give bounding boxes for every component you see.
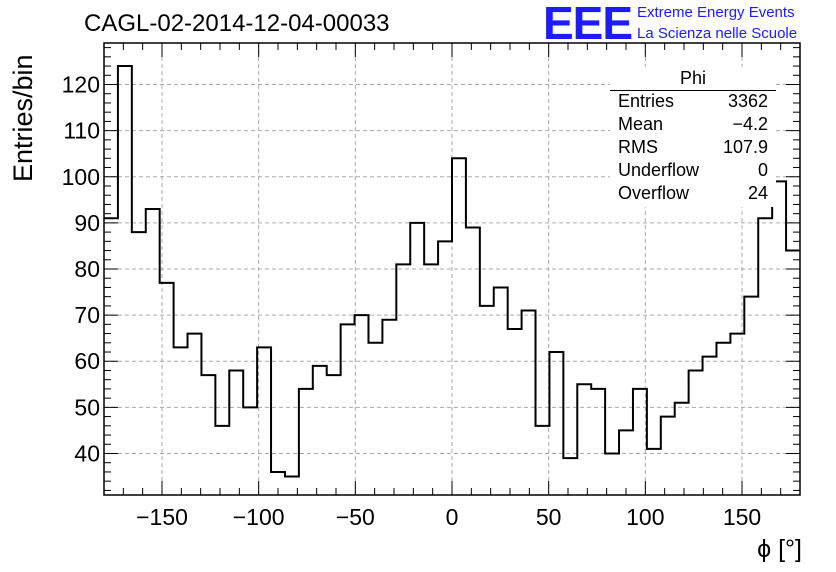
y-tick-label: 100 — [62, 164, 100, 190]
stats-value: 24 — [747, 183, 768, 203]
stats-title: Phi — [610, 68, 776, 91]
y-tick-label: 90 — [74, 210, 100, 236]
logo-line-2: La Scienza nelle Scuole — [637, 25, 798, 42]
chart-title: CAGL-02-2014-12-04-00033 — [84, 10, 390, 37]
stats-label: Underflow — [618, 160, 700, 180]
y-tick-label: 110 — [63, 118, 100, 144]
stats-value: 0 — [757, 160, 768, 180]
x-tick-label: 150 — [723, 504, 761, 530]
x-tick-label: 50 — [536, 504, 562, 530]
stats-label: RMS — [618, 137, 658, 157]
stats-row-mean: Mean −4.2 — [610, 114, 776, 137]
y-tick-label: 40 — [74, 440, 100, 466]
x-axis-label: ϕ [°] — [757, 535, 802, 563]
stats-row-underflow: Underflow 0 — [610, 160, 776, 183]
logo-line-1: Extreme Energy Events — [637, 4, 795, 21]
stats-value: 3362 — [727, 91, 768, 111]
y-tick-label: 120 — [62, 72, 100, 98]
y-tick-label: 70 — [74, 302, 100, 328]
plot-frame — [103, 42, 801, 496]
stats-row-overflow: Overflow 24 — [610, 183, 776, 206]
eee-logo: EEE — [543, 0, 633, 49]
y-tick-label: 60 — [74, 348, 100, 374]
x-tick-label: −50 — [336, 504, 375, 530]
stats-label: Mean — [618, 114, 664, 134]
stats-label: Entries — [618, 91, 675, 111]
stats-label: Overflow — [618, 183, 690, 203]
x-tick-label: 0 — [446, 504, 459, 530]
x-tick-label: 100 — [626, 504, 664, 530]
stats-value: 107.9 — [722, 137, 768, 157]
histogram-series-line — [104, 65, 800, 478]
y-tick-label: 50 — [74, 394, 100, 420]
y-axis-label: Entries/bin — [8, 54, 38, 182]
x-tick-label: −150 — [136, 504, 188, 530]
stats-row-entries: Entries 3362 — [610, 91, 776, 114]
stats-box: Phi Entries 3362 Mean −4.2 RMS 107.9 Und… — [610, 68, 776, 206]
x-tick-label: −100 — [233, 504, 285, 530]
stats-value: −4.2 — [732, 114, 768, 134]
stats-row-rms: RMS 107.9 — [610, 137, 776, 160]
y-tick-label: 80 — [74, 256, 100, 282]
